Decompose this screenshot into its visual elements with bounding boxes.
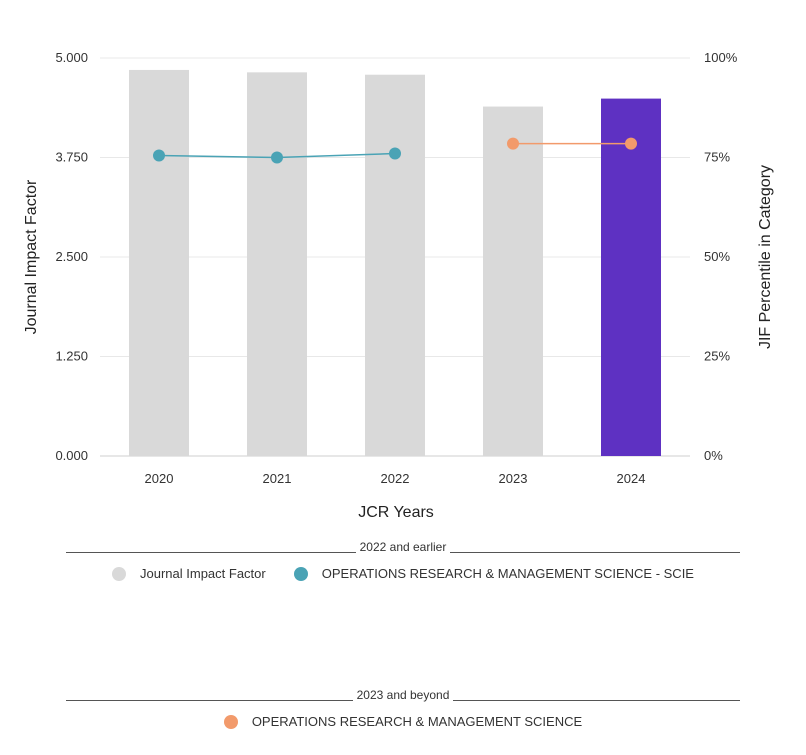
series-point-2020[interactable] <box>153 149 165 162</box>
bar-2021[interactable] <box>247 72 307 456</box>
x-axis-title: JCR Years <box>358 504 434 521</box>
legend-label: OPERATIONS RESEARCH & MANAGEMENT SCIENCE <box>251 714 583 729</box>
series-point-2023[interactable] <box>507 137 519 150</box>
series-point-2022[interactable] <box>389 147 401 160</box>
y-tick-label-right: 50% <box>704 249 730 264</box>
y-tick-label-left: 5.000 <box>55 50 88 65</box>
y-tick-label-left: 1.250 <box>55 349 88 364</box>
legend-swatch <box>112 566 127 581</box>
bar-2020[interactable] <box>129 69 189 456</box>
y-tick-label-right: 0% <box>704 448 723 463</box>
legend-item-orms[interactable]: OPERATIONS RESEARCH & MANAGEMENT SCIENCE <box>223 714 583 729</box>
x-tick-label: 2021 <box>263 471 292 486</box>
series-lines <box>153 137 637 164</box>
x-tick-label: 2024 <box>617 471 646 486</box>
chart: 0.000 1.250 2.500 3.750 5.000 0% 25% 50% 75% 100%… <box>23 50 774 521</box>
y-tick-label-left: 2.500 <box>55 249 88 264</box>
legend-swatch <box>293 566 308 581</box>
y-tick-label-left: 0.000 <box>55 448 88 463</box>
y-axis-title-right: JIF Percentile in Category <box>757 165 774 349</box>
legend-item-orms-scie[interactable]: OPERATIONS RESEARCH & MANAGEMENT SCIENCE… <box>293 566 694 581</box>
tick-labels: 0.000 1.250 2.500 3.750 5.000 0% 25% 50% 75% 100%… <box>55 50 737 486</box>
legend-item-jif[interactable]: Journal Impact Factor <box>112 566 266 581</box>
y-tick-label-left: 3.750 <box>55 150 88 165</box>
legend-swatch <box>223 714 238 729</box>
series-point-2024[interactable] <box>625 137 637 150</box>
series-point-2021[interactable] <box>271 151 283 164</box>
bar-2023[interactable] <box>483 106 543 456</box>
y-tick-label-right: 100% <box>704 50 738 65</box>
bar-2024[interactable] <box>601 98 661 456</box>
y-tick-label-right: 25% <box>704 349 730 364</box>
legend-divider: 2023 and beyond <box>66 688 740 704</box>
x-tick-label: 2023 <box>499 471 528 486</box>
y-axis-title-left: Journal Impact Factor <box>23 179 40 334</box>
x-tick-label: 2020 <box>145 471 174 486</box>
legend-heading: 2023 and beyond <box>352 688 454 702</box>
legend-heading: 2022 and earlier <box>355 540 451 554</box>
legend-label: OPERATIONS RESEARCH & MANAGEMENT SCIENCE… <box>321 566 694 581</box>
legend-row: OPERATIONS RESEARCH & MANAGEMENT SCIENCE <box>0 714 806 729</box>
legend-divider: 2022 and earlier <box>66 540 740 556</box>
bar-2022[interactable] <box>365 74 425 456</box>
legend-row: Journal Impact Factor OPERATIONS RESEARC… <box>0 566 806 581</box>
x-tick-label: 2022 <box>381 471 410 486</box>
y-tick-label-right: 75% <box>704 150 730 165</box>
bars <box>129 69 661 456</box>
legend-label: Journal Impact Factor <box>140 566 266 581</box>
